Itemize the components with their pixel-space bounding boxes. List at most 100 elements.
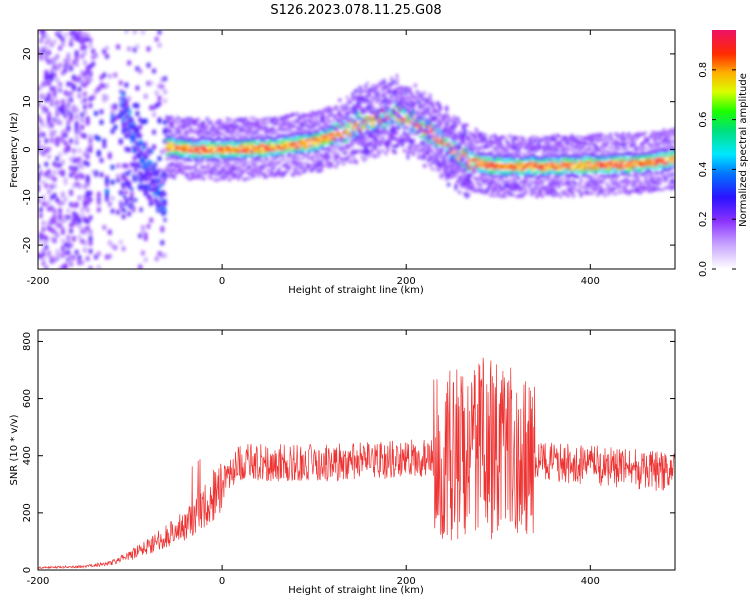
spectrogram-cell: [369, 125, 373, 130]
spectrogram-cell: [163, 210, 167, 215]
spectrogram-cell: [395, 95, 399, 100]
spectrogram-cell: [377, 152, 381, 157]
spectrogram-cell: [266, 158, 270, 162]
spectrogram-cell: [404, 87, 408, 92]
spectrogram-cell: [308, 113, 313, 117]
spectrogram-cell: [564, 151, 569, 155]
spectrogram-cell: [147, 152, 150, 157]
spectrogram-cell: [458, 190, 462, 195]
spectrogram-cell: [41, 93, 46, 99]
spectrogram-cell: [66, 62, 71, 68]
spectrogram-cell: [77, 75, 82, 81]
spectrogram-cell: [176, 121, 180, 125]
spectrogram-cell: [154, 90, 159, 96]
spectrogram-cell: [121, 176, 125, 181]
spectrogram-cell: [432, 152, 436, 156]
spectrogram-cell: [47, 250, 51, 256]
spectrogram-cell: [502, 179, 506, 183]
spectrogram-cell: [292, 173, 296, 177]
spectrogram-cell: [123, 96, 126, 101]
spectrogram-cell: [330, 164, 335, 168]
spectrogram-cell: [52, 176, 57, 182]
spectrogram-cell: [338, 110, 342, 114]
spectrogram-cell: [80, 164, 85, 170]
spectrogram-cell: [312, 154, 316, 158]
spectrogram-cell: [88, 103, 93, 109]
spectrogram-cell: [130, 197, 134, 202]
spectrogram-cell: [483, 133, 488, 137]
spectrogram-cell: [157, 118, 162, 124]
spectrogram-cell: [524, 184, 528, 188]
spectrogram-cell: [364, 131, 368, 136]
spectrogram-cell: [290, 120, 294, 124]
spectrogram-cell: [47, 189, 51, 195]
spectrogram-cell: [82, 240, 87, 246]
spectrogram-cell: [594, 171, 598, 175]
spectrogram-cell: [102, 138, 107, 144]
spectrogram-cell: [366, 81, 369, 86]
spectrogram-cell: [465, 123, 469, 127]
spectrogram-cell: [286, 120, 291, 124]
spectrogram-cell: [608, 146, 613, 150]
spectrogram-cell: [69, 41, 74, 47]
spectrogram-cell: [347, 125, 351, 129]
spectrogram-cell: [38, 118, 43, 123]
spectrogram-cell: [667, 138, 672, 143]
spectrogram-cell: [168, 166, 173, 170]
spectrogram-cell: [351, 130, 355, 134]
spectrogram-cell: [366, 128, 369, 133]
spectrogram-cell: [152, 129, 156, 135]
spectrogram-cell: [58, 62, 63, 68]
spectrogram-cell: [132, 47, 137, 53]
spectrogram-cell: [454, 186, 458, 191]
spectrogram-cell: [632, 170, 637, 174]
spectrogram-cell: [80, 174, 85, 180]
spectrogram-cell: [375, 146, 379, 151]
spectrogram-cell: [218, 122, 222, 126]
spectrogram-cell: [77, 218, 82, 224]
spectrogram-cell: [253, 162, 257, 166]
spectrogram-cell: [426, 150, 430, 154]
spectrogram-cell: [49, 205, 54, 211]
spectrogram-cell: [52, 90, 57, 96]
spectrogram-cell: [74, 113, 79, 119]
spectrogram-cell: [441, 146, 445, 151]
spectrogram-cell: [277, 167, 281, 171]
spectrogram-cell: [520, 188, 524, 192]
spectrogram-cell: [159, 195, 163, 200]
spectrogram-cell: [423, 91, 427, 96]
spectrogram-cell: [121, 103, 125, 108]
spectrogram-cell: [318, 122, 322, 126]
spectrogram-cell: [439, 106, 443, 110]
spectrogram-cell: [143, 257, 148, 263]
spectrogram-cell: [457, 121, 462, 125]
spectrogram-cell: [343, 116, 348, 120]
spectrogram-cell: [437, 110, 441, 115]
spectrogram-cell: [608, 185, 613, 189]
spectrogram-cell: [74, 249, 79, 255]
spectrogram-cell: [58, 213, 63, 219]
spectrogram-cell: [500, 175, 504, 179]
spectrogram-cell: [88, 265, 93, 269]
spectrogram-cell: [82, 97, 87, 103]
spectrogram-cell: [38, 38, 43, 44]
spectrogram-cell: [380, 106, 384, 110]
spectrogram-cell: [503, 194, 508, 199]
spectrogram-cell: [327, 119, 331, 123]
spectrogram-cell: [174, 118, 178, 122]
spectrogram-cell: [47, 146, 51, 152]
spectrogram-cell: [404, 91, 408, 95]
spectrogram-cell: [88, 248, 93, 254]
spectrogram-cell: [264, 125, 268, 130]
spectrogram-cell: [505, 148, 510, 153]
spectrogram-cell: [192, 172, 197, 176]
spectrogram-cell: [41, 132, 46, 138]
spectrogram-cell: [404, 99, 408, 104]
spectrogram-cell: [47, 111, 51, 117]
spectrogram-cell: [343, 104, 348, 108]
spectrogram-cell: [77, 184, 82, 189]
spectrogram-cell: [360, 154, 364, 159]
spectrogram-cell: [85, 225, 90, 231]
spectrogram-cell: [152, 112, 156, 118]
colorbar-tick-label: 0.6: [698, 112, 709, 128]
